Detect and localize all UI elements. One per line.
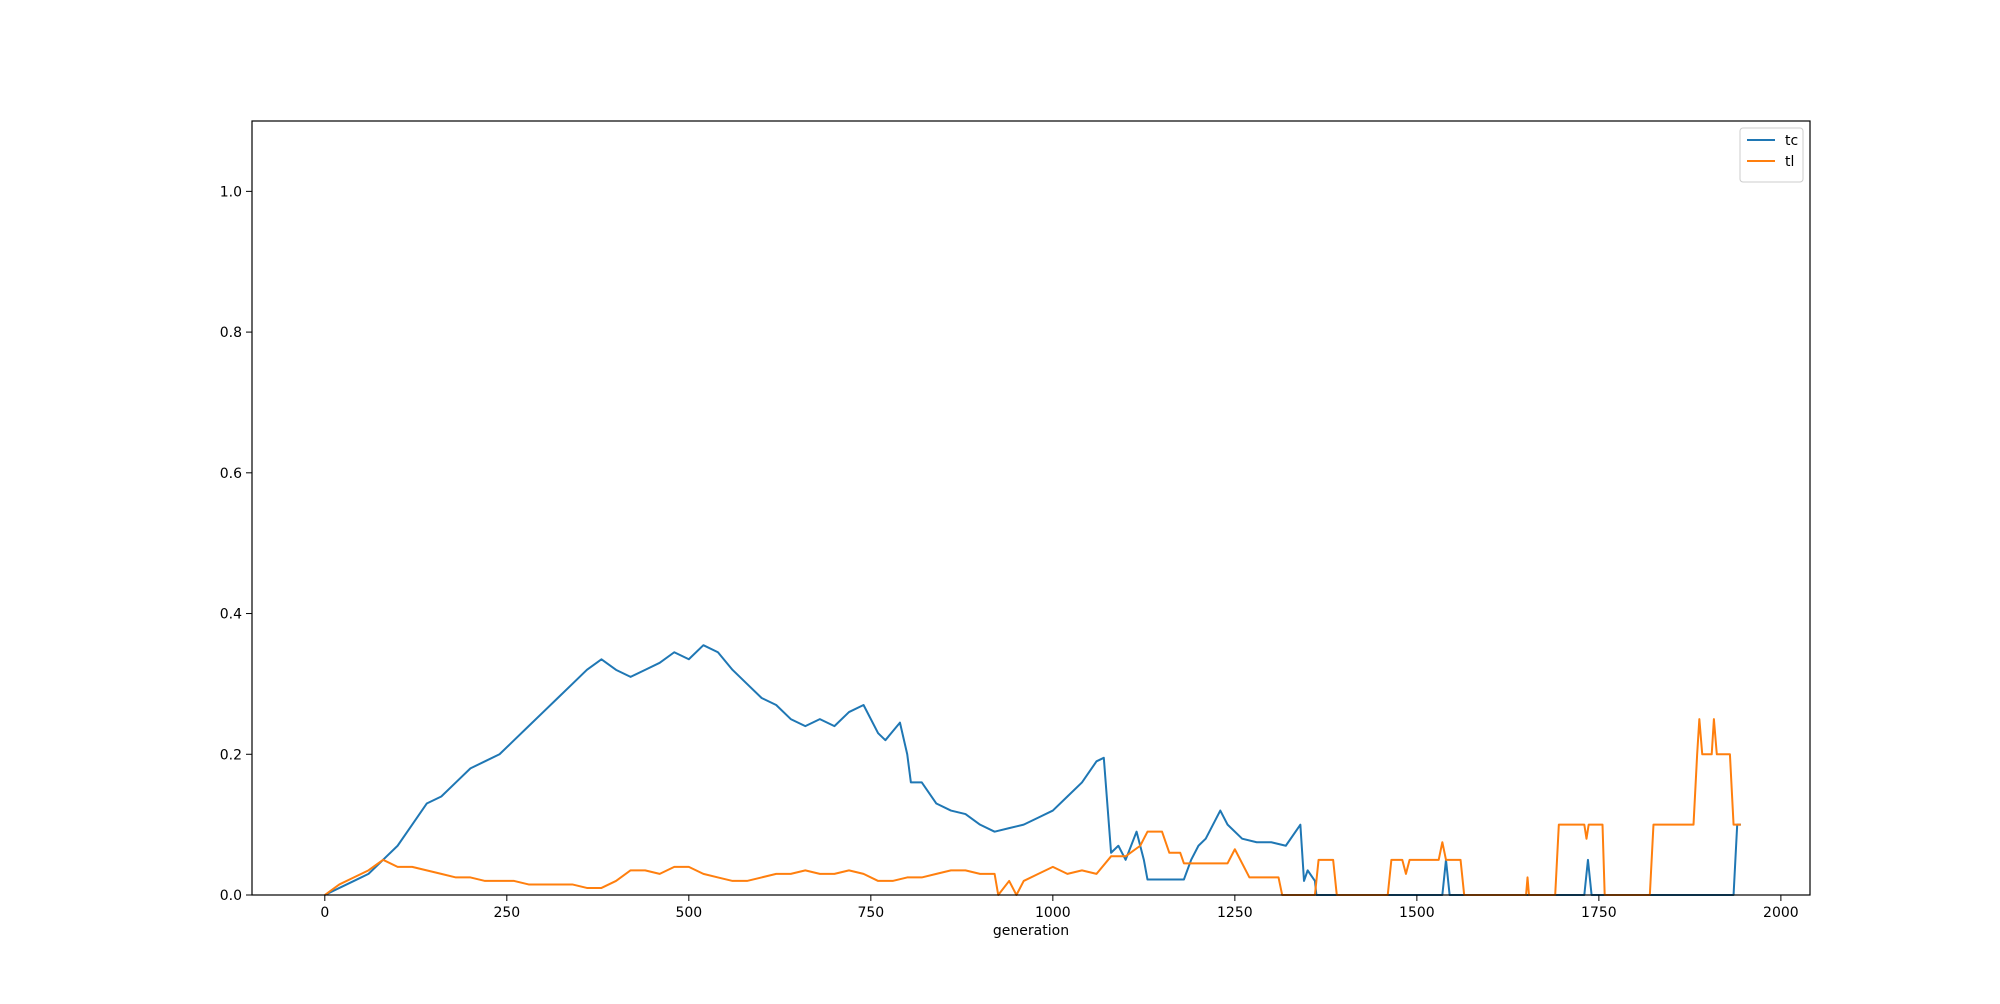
legend: tc tl [1739,127,1804,183]
y-tick-label: 0.8 [220,325,242,341]
y-tick-label: 0.0 [220,888,242,904]
y-tick-label: 0.4 [220,607,242,623]
x-tick-label: 1750 [1581,905,1617,921]
x-tick-label: 1000 [1035,905,1071,921]
x-tick-label: 500 [675,905,702,921]
series-line-tc [324,644,1741,896]
plot-lines [324,644,1741,896]
y-tick-label: 0.2 [220,747,242,763]
x-tick-label: 0 [320,905,329,921]
x-tick-label: 750 [857,905,884,921]
x-tick-label: 1250 [1217,905,1253,921]
legend-box [1739,127,1804,183]
plot-frame [251,120,1811,896]
y-axis: 0.0 0.2 0.4 0.6 0.8 1.0 [220,184,252,904]
legend-label-tl: tl [1785,154,1794,170]
x-axis: 0 250 500 750 1000 1250 1500 1750 2000 [320,895,1799,921]
y-tick-label: 1.0 [220,184,242,200]
x-tick-label: 1500 [1399,905,1435,921]
x-tick-label: 250 [493,905,520,921]
legend-label-tc: tc [1785,133,1798,149]
x-tick-label: 2000 [1763,905,1799,921]
series-line-tl [324,718,1741,896]
y-tick-label: 0.6 [220,466,242,482]
x-axis-label: generation [993,923,1069,939]
